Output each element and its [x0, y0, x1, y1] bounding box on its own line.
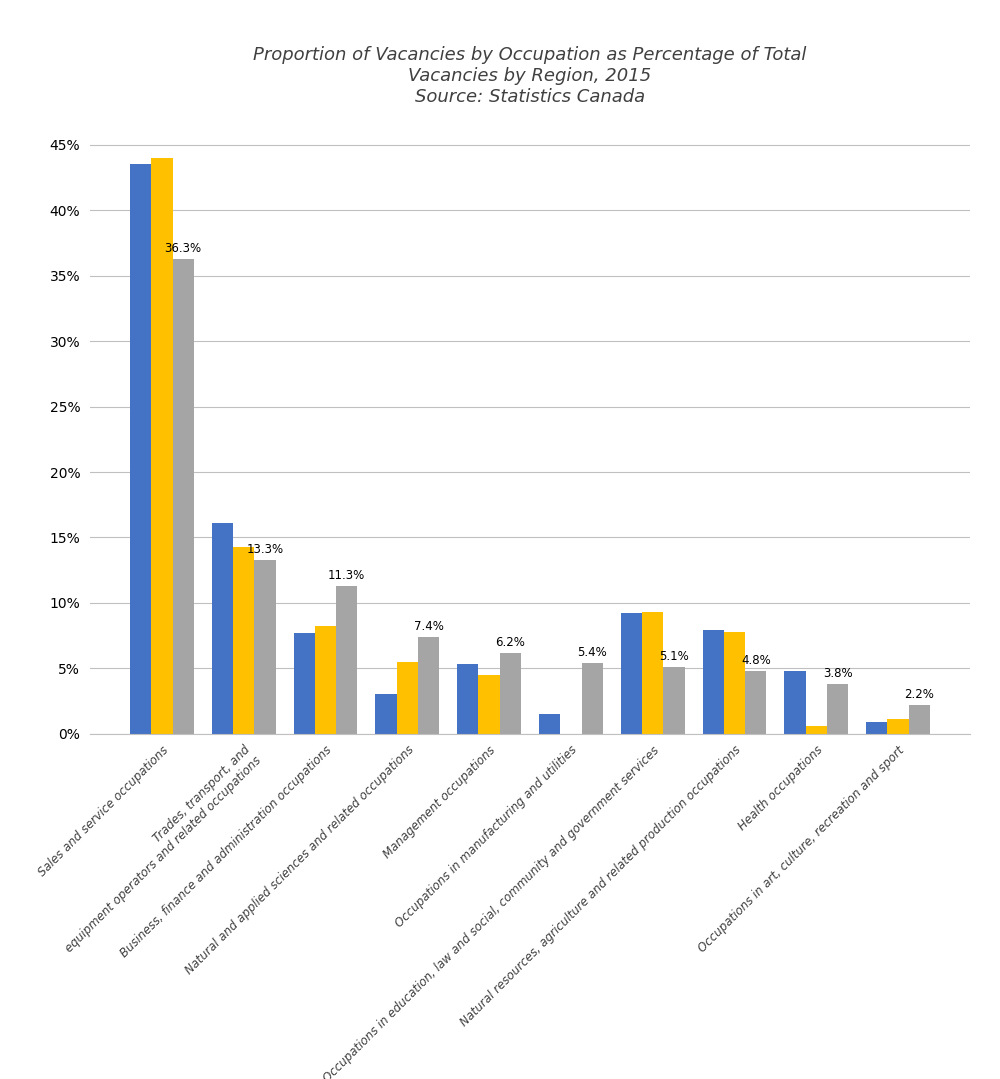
Bar: [151, 158, 173, 734]
Bar: [254, 560, 276, 734]
Bar: [397, 661, 418, 734]
Bar: [212, 523, 233, 734]
Text: 7.4%: 7.4%: [414, 620, 444, 633]
Bar: [294, 633, 315, 734]
Text: 11.3%: 11.3%: [328, 569, 365, 582]
Bar: [500, 653, 521, 734]
Text: 3.8%: 3.8%: [823, 667, 852, 680]
Bar: [745, 671, 766, 734]
Bar: [642, 612, 663, 734]
Text: 2.2%: 2.2%: [904, 688, 934, 701]
Bar: [457, 665, 478, 734]
Bar: [582, 664, 603, 734]
Bar: [663, 667, 685, 734]
Bar: [315, 627, 336, 734]
Bar: [173, 259, 194, 734]
Text: 5.1%: 5.1%: [659, 650, 689, 664]
Bar: [418, 637, 439, 734]
Bar: [478, 674, 500, 734]
Text: 36.3%: 36.3%: [165, 242, 202, 255]
Bar: [806, 726, 827, 734]
Bar: [375, 695, 397, 734]
Bar: [336, 586, 357, 734]
Bar: [233, 547, 254, 734]
Bar: [909, 705, 930, 734]
Bar: [887, 720, 909, 734]
Bar: [539, 714, 560, 734]
Text: 5.4%: 5.4%: [577, 646, 607, 659]
Bar: [827, 684, 848, 734]
Bar: [130, 164, 151, 734]
Bar: [784, 671, 806, 734]
Bar: [621, 613, 642, 734]
Text: 4.8%: 4.8%: [741, 654, 771, 667]
Title: Proportion of Vacancies by Occupation as Percentage of Total
Vacancies by Region: Proportion of Vacancies by Occupation as…: [253, 46, 807, 106]
Text: 13.3%: 13.3%: [246, 543, 284, 556]
Bar: [866, 722, 887, 734]
Text: 6.2%: 6.2%: [495, 636, 525, 648]
Bar: [724, 631, 745, 734]
Bar: [703, 630, 724, 734]
